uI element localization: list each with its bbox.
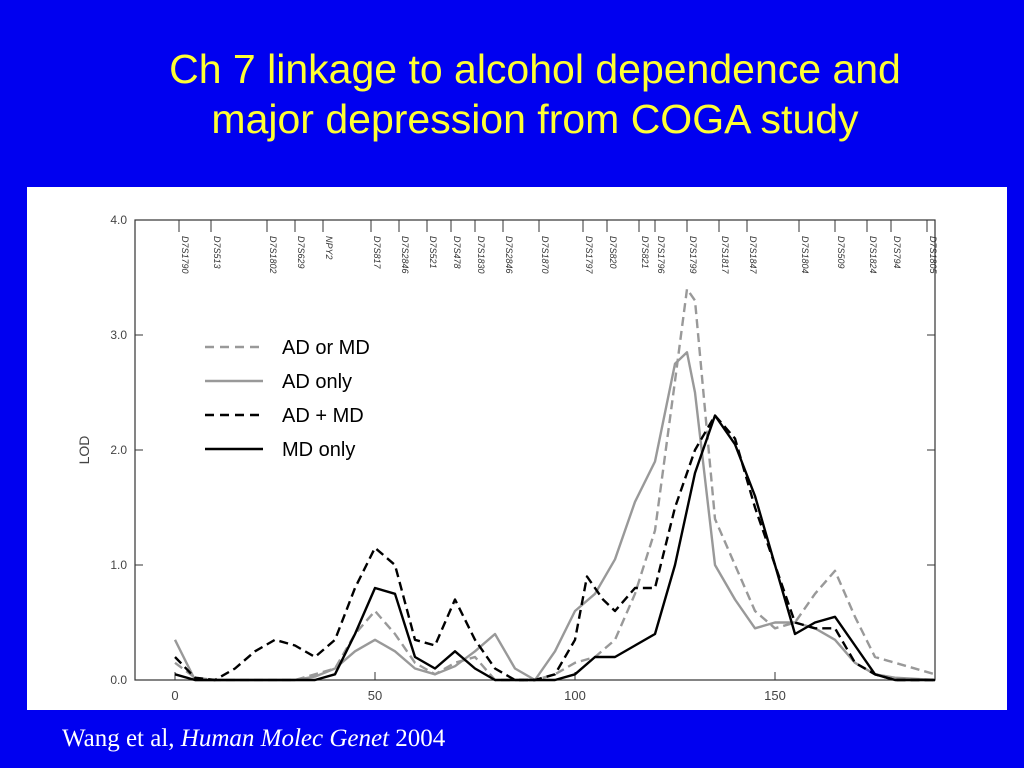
y-tick-label: 1.0 [110,558,127,572]
series-line-ad-or-md [174,287,936,682]
slide-title: Ch 7 linkage to alcohol dependence and m… [80,44,990,144]
marker-label: D7S1802 [268,236,278,274]
x-tick-label: 150 [764,688,786,703]
title-line-2: major depression from COGA study [211,96,859,142]
series-lines [173,287,936,682]
x-tick-label: 50 [368,688,382,703]
marker-label: D7S1870 [540,236,550,274]
lod-linkage-chart: 0.0 1.0 2.0 3.0 4.0 0 50 100 150 LOD D7S1790 D7S51… [76,213,938,703]
marker-label: D7S1796 [656,236,666,274]
marker-label: D7S2846 [400,236,410,274]
marker-label: D7S1805 [928,236,938,275]
legend-label: MD only [282,439,355,461]
marker-label: D7S821 [640,236,650,269]
y-tick-label: 0.0 [110,673,127,687]
marker-label: D7S1804 [800,236,810,274]
legend-label: AD only [282,371,352,393]
marker-labels: D7S1790 D7S513 D7S1802 D7S629 NPY2 D7S817 D7S2… [178,220,938,275]
marker-label: D7S1797 [584,236,594,275]
marker-label: D7S820 [608,236,618,269]
y-tick-label: 4.0 [110,213,127,227]
marker-label: D7S509 [836,236,846,269]
y-axis-label: LOD [76,436,92,465]
citation: Wang et al, Human Molec Genet 2004 [62,725,445,753]
figure-panel: 0.0 1.0 2.0 3.0 4.0 0 50 100 150 LOD D7S1790 D7S51… [27,187,1007,710]
marker-label: D7S521 [428,236,438,269]
series-line-ad-only [173,351,936,682]
series-line-md-only [174,414,935,682]
legend: AD or MD AD only AD + MD MD only [205,337,370,461]
marker-label: D7S1790 [180,236,190,274]
marker-label: D7S629 [296,236,306,269]
y-tick-label: 3.0 [110,328,127,342]
marker-label: D7S513 [212,236,222,269]
x-tick-label: 100 [564,688,586,703]
marker-label: D7S1817 [720,236,730,275]
axes: 0.0 1.0 2.0 3.0 4.0 0 50 100 150 LOD [76,213,936,703]
marker-label: D7S2846 [504,236,514,274]
series-line-ad-md [174,414,935,682]
marker-label: NPY2 [324,236,334,260]
citation-authors: Wang et al, [62,725,175,752]
y-tick-label: 2.0 [110,443,127,457]
x-tick-label: 0 [171,688,178,703]
marker-label: D7S478 [452,236,462,269]
marker-label: D7S817 [372,236,382,270]
legend-label: AD or MD [282,337,370,359]
marker-label: D7S1824 [868,236,878,274]
marker-label: D7S1799 [688,236,698,274]
citation-year: 2004 [395,725,446,752]
marker-label: D7S1847 [748,236,758,275]
marker-label: D7S794 [892,236,902,269]
citation-journal: Human Molec Genet [180,725,390,752]
legend-label: AD + MD [282,405,364,427]
title-line-1: Ch 7 linkage to alcohol dependence and [169,46,901,92]
marker-label: D7S1830 [476,236,486,274]
